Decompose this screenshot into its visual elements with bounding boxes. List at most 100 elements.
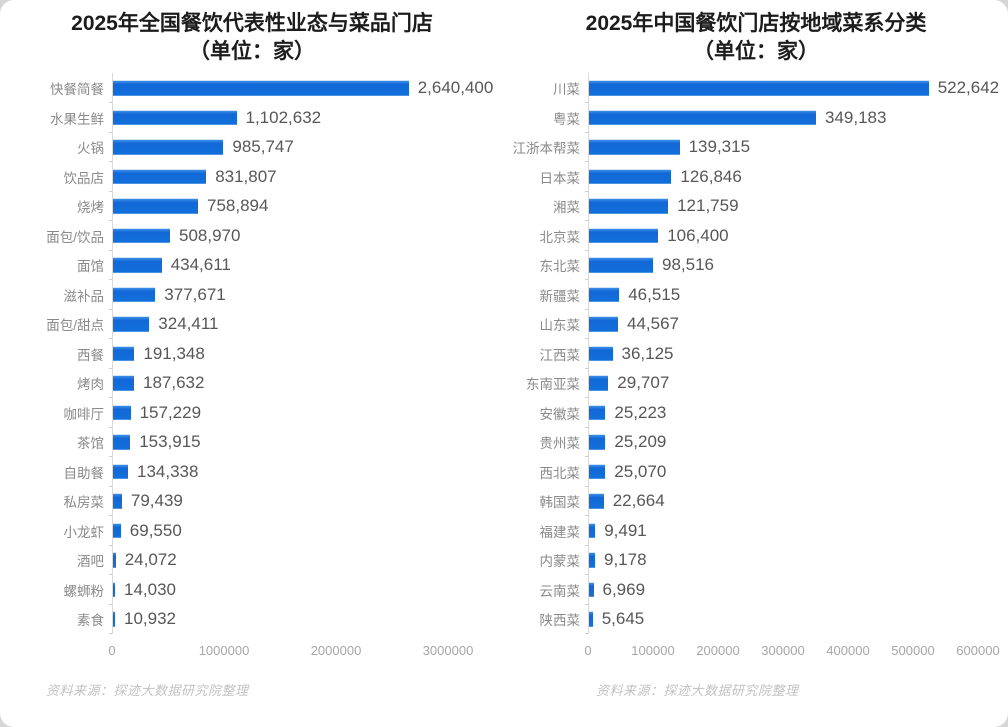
value-label: 153,915 [139, 432, 201, 452]
category-label: 素食 [77, 613, 104, 629]
bar [589, 582, 594, 597]
bar-track: 25,223 [585, 397, 1004, 428]
bar-row: 滋补品 377,671 [4, 279, 500, 310]
chart-title: 2025年全国餐饮代表性业态与菜品门店 （单位：家） [4, 10, 500, 65]
bar-track: 44,567 [585, 309, 1004, 339]
bar [589, 434, 606, 450]
value-label: 434,611 [170, 255, 231, 275]
bar-row: 素食 10,932 [4, 604, 500, 634]
category-label: 山东菜 [539, 318, 581, 334]
bar-track: 29,707 [585, 368, 1004, 398]
bar-track: 24,072 [109, 545, 500, 575]
value-label: 14,030 [124, 579, 176, 599]
bar [113, 611, 115, 627]
value-label: 25,070 [614, 461, 667, 481]
x-axis-tick: 600000 [956, 642, 1000, 658]
bar-track: 106,400 [585, 220, 1004, 251]
bar-row: 小龙虾 69,550 [4, 515, 500, 546]
bar [589, 552, 595, 568]
category-label: 小龙虾 [63, 524, 105, 540]
category-label: 烤肉 [77, 377, 104, 393]
value-label: 106,400 [667, 225, 729, 245]
bar-row: 面馆 434,611 [4, 250, 500, 280]
bar [589, 405, 606, 420]
x-axis-tick: 100000 [631, 642, 675, 658]
bar-row: 咖啡厅 157,229 [4, 397, 500, 428]
value-label: 508,970 [179, 225, 241, 245]
category-label: 螺蛳粉 [63, 583, 105, 599]
bar [113, 434, 131, 450]
bar [113, 169, 207, 184]
value-label: 29,707 [617, 373, 670, 393]
bar-row: 江西菜 36,125 [508, 338, 1004, 369]
bar-row: 面包/饮品 508,970 [4, 220, 500, 251]
bar-track: 25,070 [585, 456, 1004, 487]
value-label: 69,550 [129, 520, 182, 540]
bar-track: 1,102,632 [109, 102, 500, 133]
category-label: 西北菜 [539, 465, 581, 481]
bar [113, 257, 162, 273]
category-label: 江西菜 [539, 347, 581, 363]
value-label: 134,338 [137, 461, 199, 481]
bar [589, 228, 659, 243]
x-axis-tick: 300000 [761, 642, 805, 658]
bar-row: 福建菜 9,491 [508, 515, 1004, 546]
value-label: 24,072 [124, 550, 177, 570]
bar-row: 私房菜 79,439 [4, 486, 500, 516]
value-label: 46,515 [628, 284, 681, 304]
bar [113, 287, 156, 302]
value-label: 9,491 [604, 520, 647, 540]
category-label: 茶馆 [77, 436, 104, 452]
bar-row: 面包/甜点 324,411 [4, 309, 500, 339]
category-label: 内蒙菜 [539, 554, 581, 570]
bar-row: 粤菜 349,183 [508, 102, 1004, 133]
category-label: 面包/甜点 [46, 318, 104, 334]
category-label: 粤菜 [553, 111, 580, 127]
bar-track: 157,229 [109, 397, 500, 428]
category-label: 北京菜 [539, 229, 581, 245]
bar-rows: 快餐简餐 2,640,400 水果生鲜 1,102,632 火锅 985,747 饮品店 83… [4, 73, 500, 634]
category-label: 快餐简餐 [50, 82, 104, 98]
bar [113, 493, 122, 509]
value-label: 139,315 [688, 137, 751, 157]
bar-track: 46,515 [585, 279, 1004, 310]
bar-row: 内蒙菜 9,178 [508, 545, 1004, 575]
category-label: 陕西菜 [539, 613, 581, 629]
bar-row: 东南亚菜 29,707 [508, 368, 1004, 398]
bar-row: 酒吧 24,072 [4, 545, 500, 575]
value-label: 22,664 [612, 491, 665, 511]
bar-track: 22,664 [585, 486, 1004, 516]
value-label: 349,183 [825, 107, 887, 127]
value-label: 10,932 [124, 609, 176, 629]
category-label: 酒吧 [77, 554, 104, 570]
category-label: 火锅 [77, 141, 104, 157]
bar [589, 287, 620, 302]
value-label: 758,894 [207, 196, 269, 216]
bar [589, 139, 680, 155]
bar-row: 烧烤 758,894 [4, 191, 500, 221]
bar [113, 139, 224, 155]
category-label: 东北菜 [539, 259, 581, 275]
category-label: 咖啡厅 [63, 406, 105, 422]
bar [113, 464, 128, 479]
category-label: 面馆 [77, 259, 104, 275]
category-label: 私房菜 [63, 495, 105, 511]
chart-title-line1: 2025年中国餐饮门店按地域菜系分类 [585, 12, 927, 35]
bar [113, 523, 121, 538]
bar [113, 405, 131, 420]
bar [589, 611, 593, 627]
bar [589, 464, 606, 479]
x-axis-tick: 0 [584, 642, 592, 658]
bar-row: 自助餐 134,338 [4, 456, 500, 487]
source-note: 资料来源：探迹大数据研究院整理 [596, 682, 799, 698]
value-label: 187,632 [143, 373, 205, 393]
source-note: 资料来源：探迹大数据研究院整理 [46, 682, 249, 698]
bar [589, 375, 609, 391]
chart-title-line2: （单位：家） [693, 39, 819, 63]
x-axis: 0 1000000 2000000 3000000 [108, 643, 500, 663]
bar-row: 火锅 985,747 [4, 132, 500, 162]
category-label: 安徽菜 [539, 406, 581, 422]
value-label: 36,125 [621, 343, 674, 363]
category-label: 饮品店 [63, 170, 105, 186]
